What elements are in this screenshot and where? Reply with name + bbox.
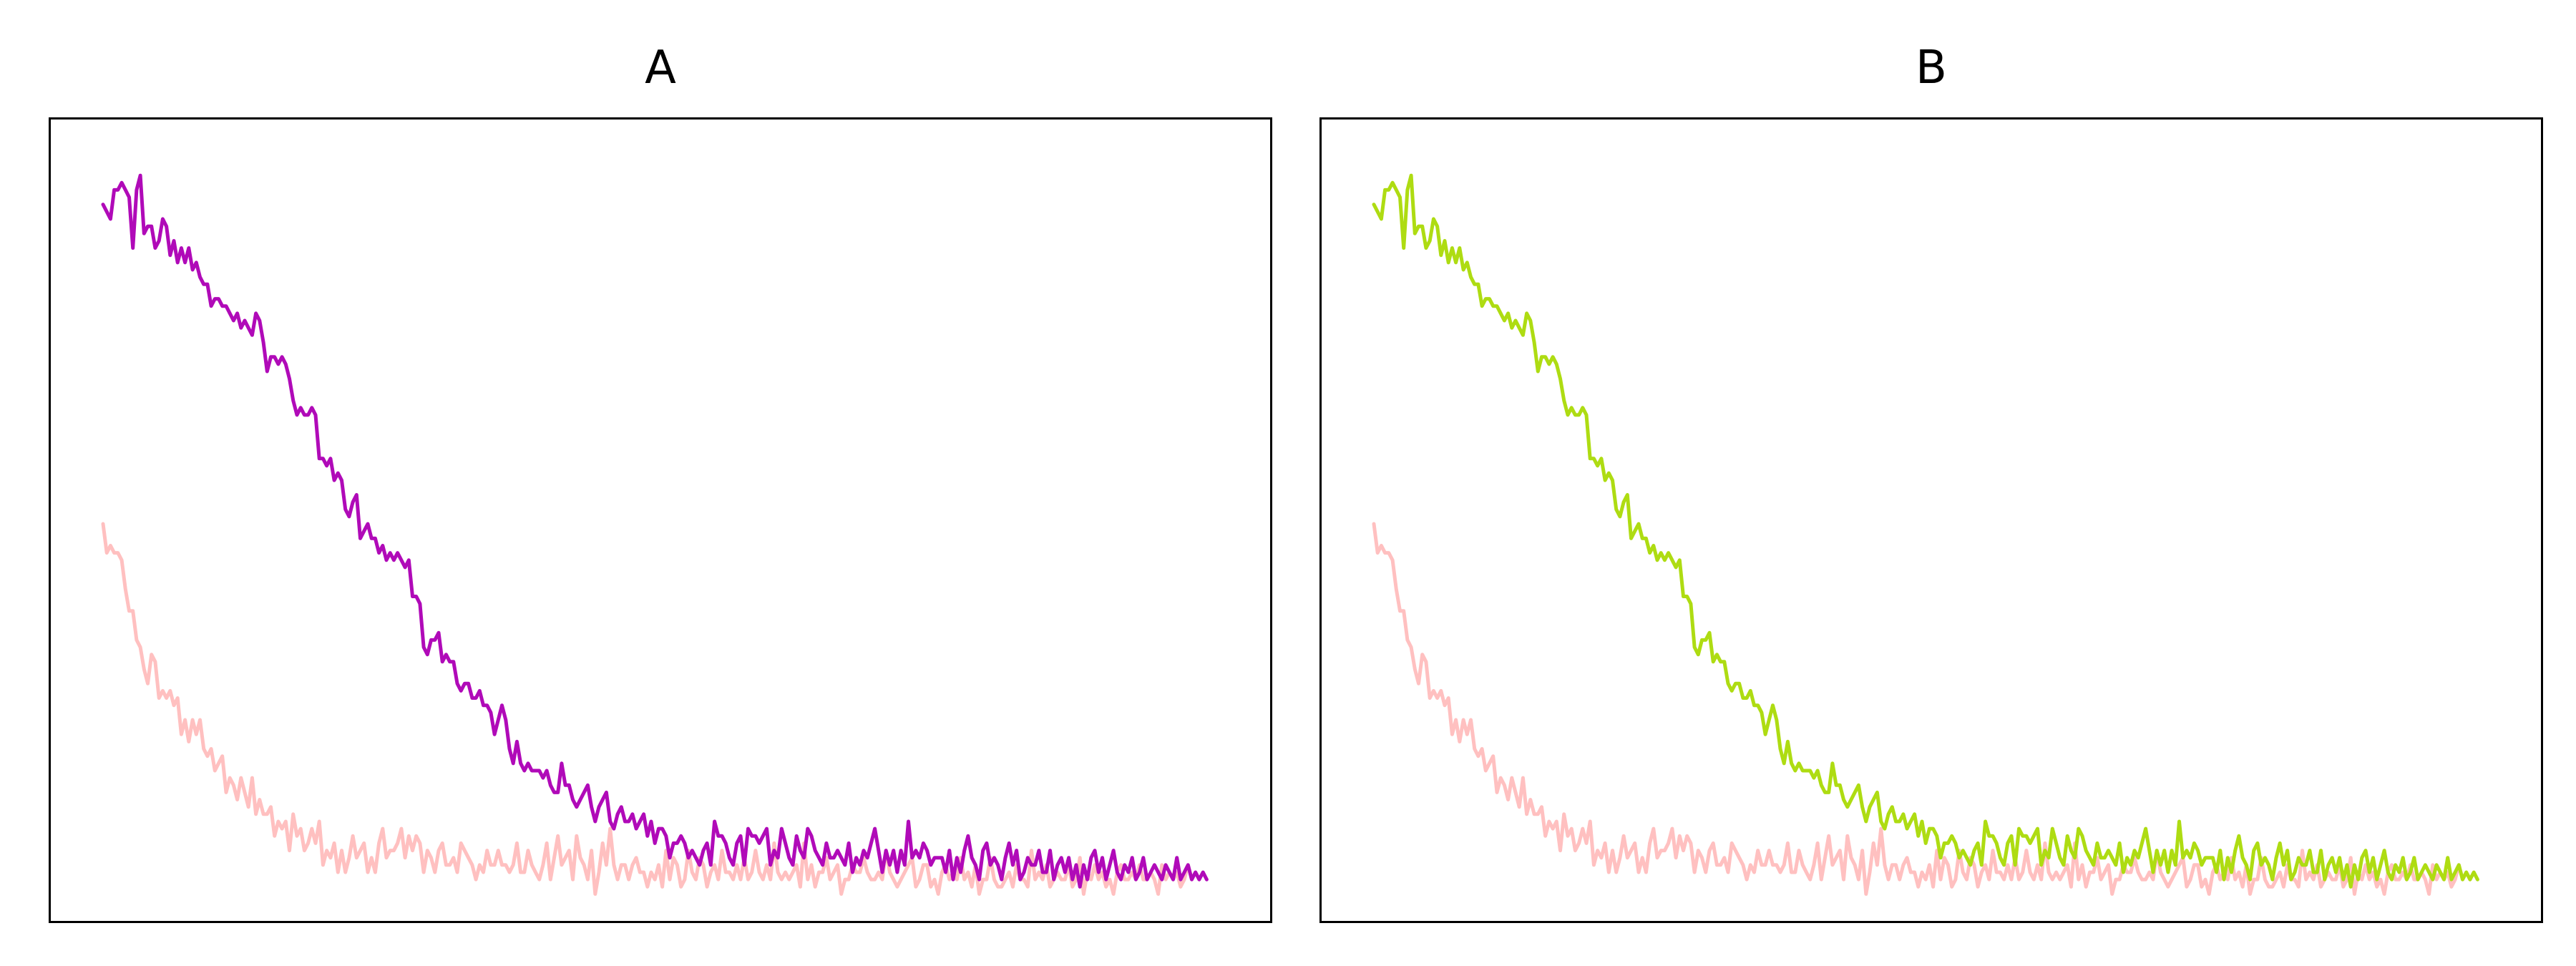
plot-area-a: [49, 117, 1272, 923]
series-line: [1372, 522, 2472, 896]
plot-area-b: [1319, 117, 2543, 923]
plot-frame-b: [1319, 117, 2543, 923]
series-line: [101, 522, 1201, 896]
chart-title-a: A: [645, 42, 676, 94]
panel-b: B: [1319, 0, 2543, 966]
plot-frame-a: [49, 117, 1272, 923]
panel-a: A: [49, 0, 1272, 966]
series-line: [101, 173, 1209, 889]
chart-title-b: B: [1916, 42, 1947, 94]
series-line: [1372, 173, 2479, 889]
